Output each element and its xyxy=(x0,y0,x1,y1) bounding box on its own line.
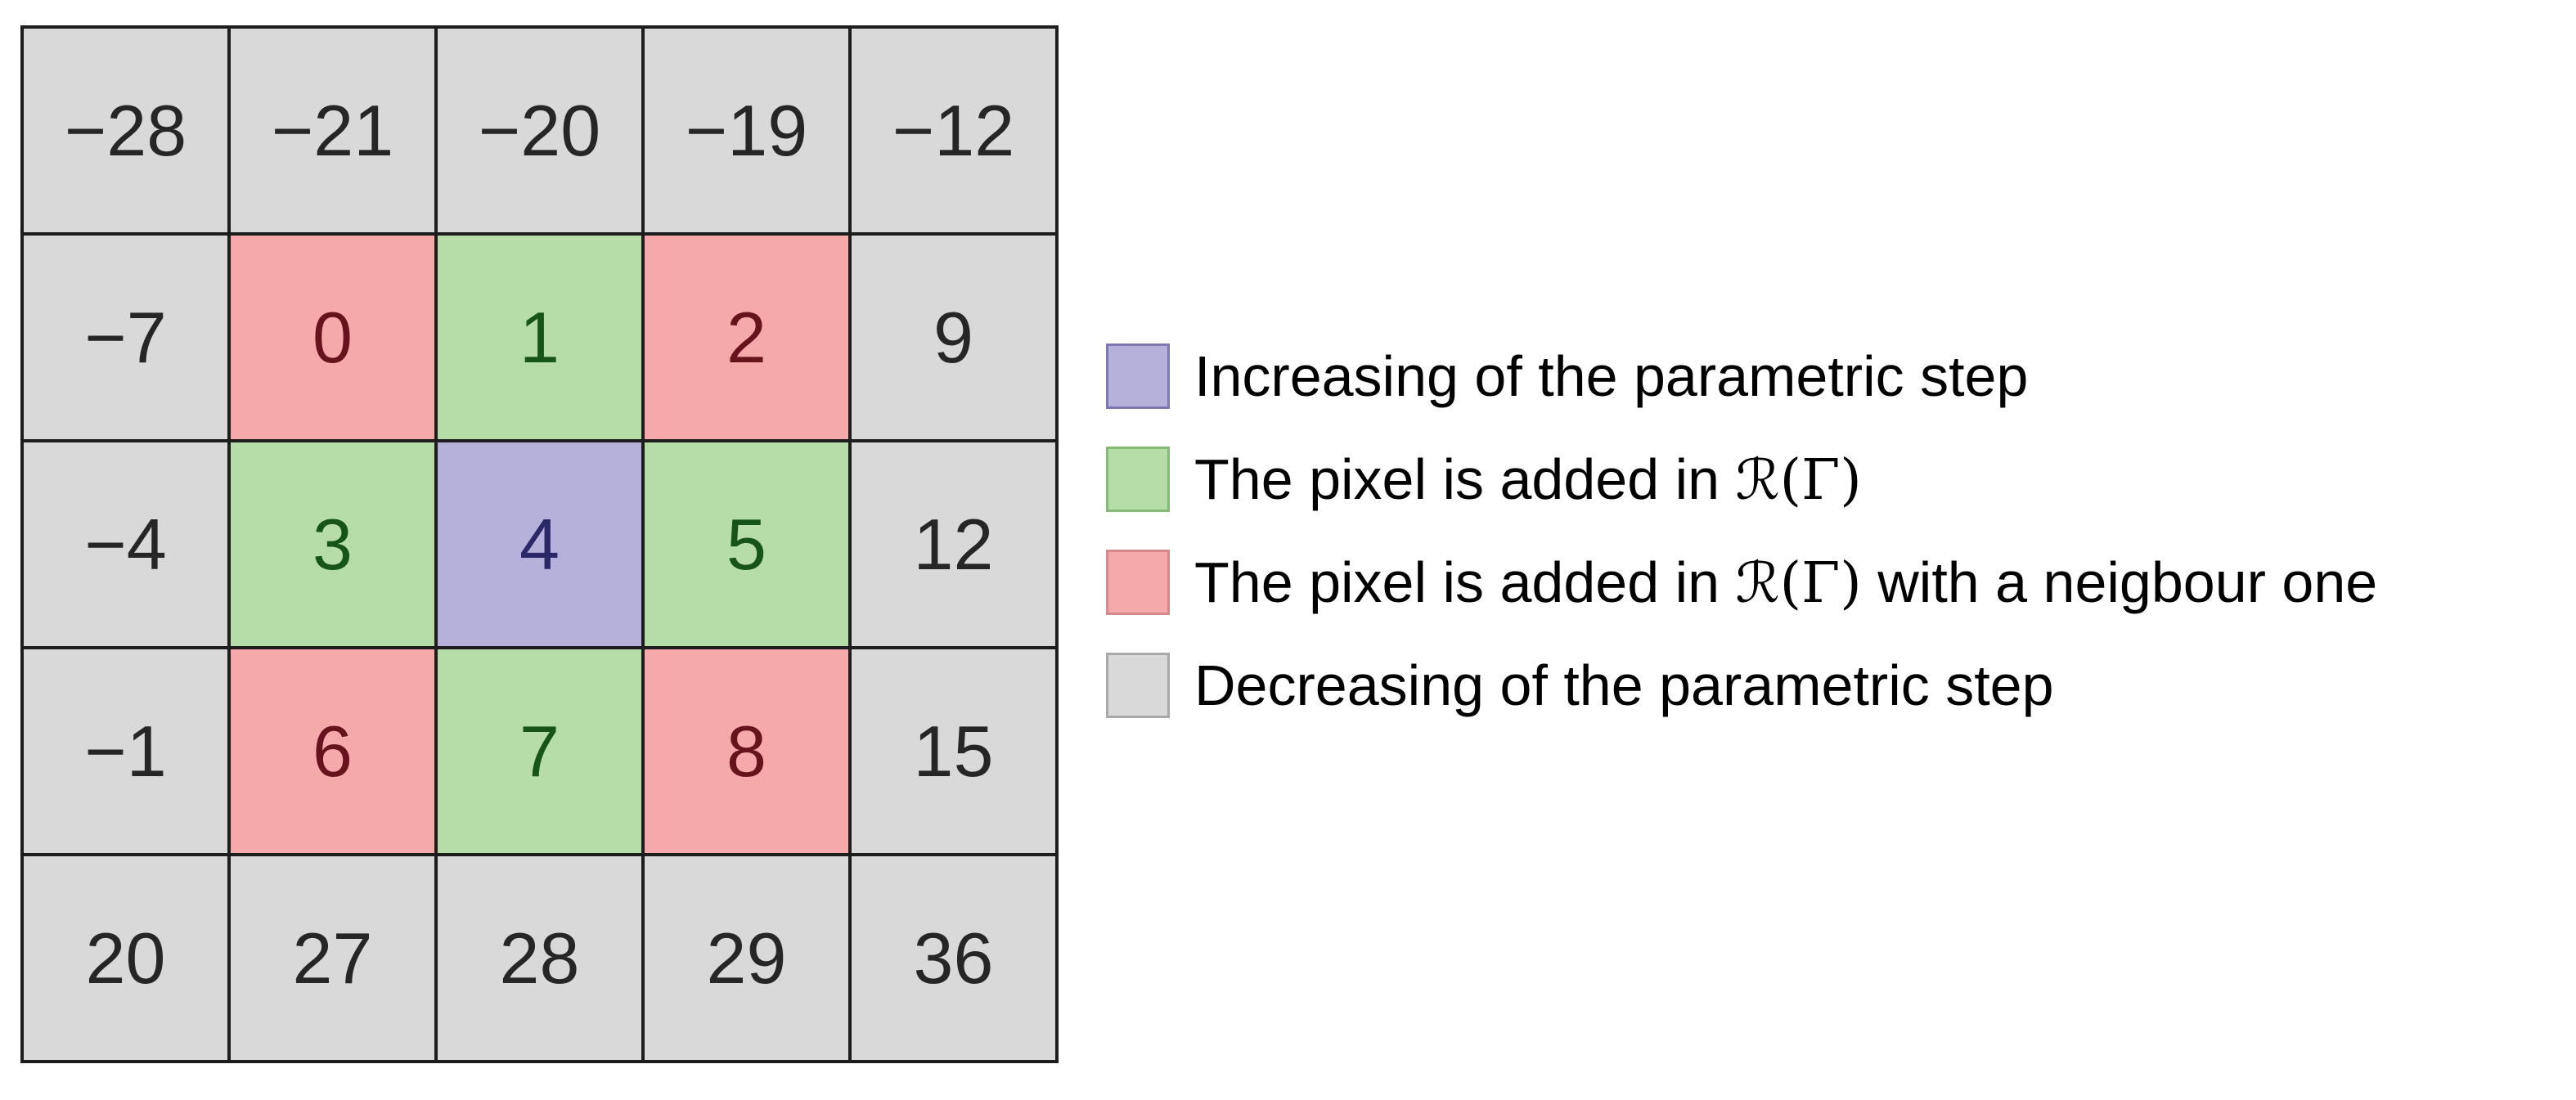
grid-cell: −21 xyxy=(231,29,434,232)
increase-color-swatch xyxy=(1106,343,1170,409)
grid-cell: 29 xyxy=(645,856,848,1060)
legend-item: Decreasing of the parametric step xyxy=(1106,653,2377,718)
legend-label: Decreasing of the parametric step xyxy=(1194,657,2054,715)
grid-cell: −12 xyxy=(852,29,1055,232)
grid-cell: −19 xyxy=(645,29,848,232)
grid-cell: 20 xyxy=(24,856,227,1060)
grid-cell: −4 xyxy=(24,442,227,646)
grid-cell: 8 xyxy=(645,649,848,853)
pixel-grid: −28 −21 −20 −19 −12 −7 0 1 2 9 −4 3 4 5 12 −1 6 7 8 15 20 27 2… xyxy=(20,25,1059,1063)
grid-cell: −7 xyxy=(24,236,227,439)
legend-item: Increasing of the parametric step xyxy=(1106,343,2377,409)
decrease-color-swatch xyxy=(1106,653,1170,718)
grid-cell: −28 xyxy=(24,29,227,232)
added-color-swatch xyxy=(1106,447,1170,512)
grid-cell: 36 xyxy=(852,856,1055,1060)
grid-cell: 3 xyxy=(231,442,434,646)
grid-cell: 9 xyxy=(852,236,1055,439)
legend-item: The pixel is added in ℛ(Γ) xyxy=(1106,447,2377,512)
math-notation: ℛ(Γ) xyxy=(1735,550,1862,616)
grid-cell: 28 xyxy=(438,856,641,1060)
grid-cell: 6 xyxy=(231,649,434,853)
grid-cell: −1 xyxy=(24,649,227,853)
grid-cell: −20 xyxy=(438,29,641,232)
legend-item: The pixel is added in ℛ(Γ) with a neigbo… xyxy=(1106,550,2377,615)
legend-label: The pixel is added in ℛ(Γ) with a neigbo… xyxy=(1194,554,2377,612)
label-text: The pixel is added in xyxy=(1194,447,1736,511)
grid-cell: 2 xyxy=(645,236,848,439)
label-text: Increasing of the parametric step xyxy=(1194,343,2029,408)
grid-cell: 1 xyxy=(438,236,641,439)
math-notation: ℛ(Γ) xyxy=(1735,447,1862,513)
grid-cell: 7 xyxy=(438,649,641,853)
label-text: Decreasing of the parametric step xyxy=(1194,653,2054,717)
label-text: The pixel is added in xyxy=(1194,550,1736,614)
label-text: with a neigbour one xyxy=(1861,550,2378,614)
grid-cell: 5 xyxy=(645,442,848,646)
grid-cell: 15 xyxy=(852,649,1055,853)
grid-cell: 27 xyxy=(231,856,434,1060)
legend-label: The pixel is added in ℛ(Γ) xyxy=(1194,451,1862,509)
legend: Increasing of the parametric step The pix… xyxy=(1106,343,2377,718)
neighbour-color-swatch xyxy=(1106,550,1170,615)
grid-cell: 0 xyxy=(231,236,434,439)
grid-cell: 4 xyxy=(438,442,641,646)
grid-cell: 12 xyxy=(852,442,1055,646)
legend-label: Increasing of the parametric step xyxy=(1194,348,2028,406)
